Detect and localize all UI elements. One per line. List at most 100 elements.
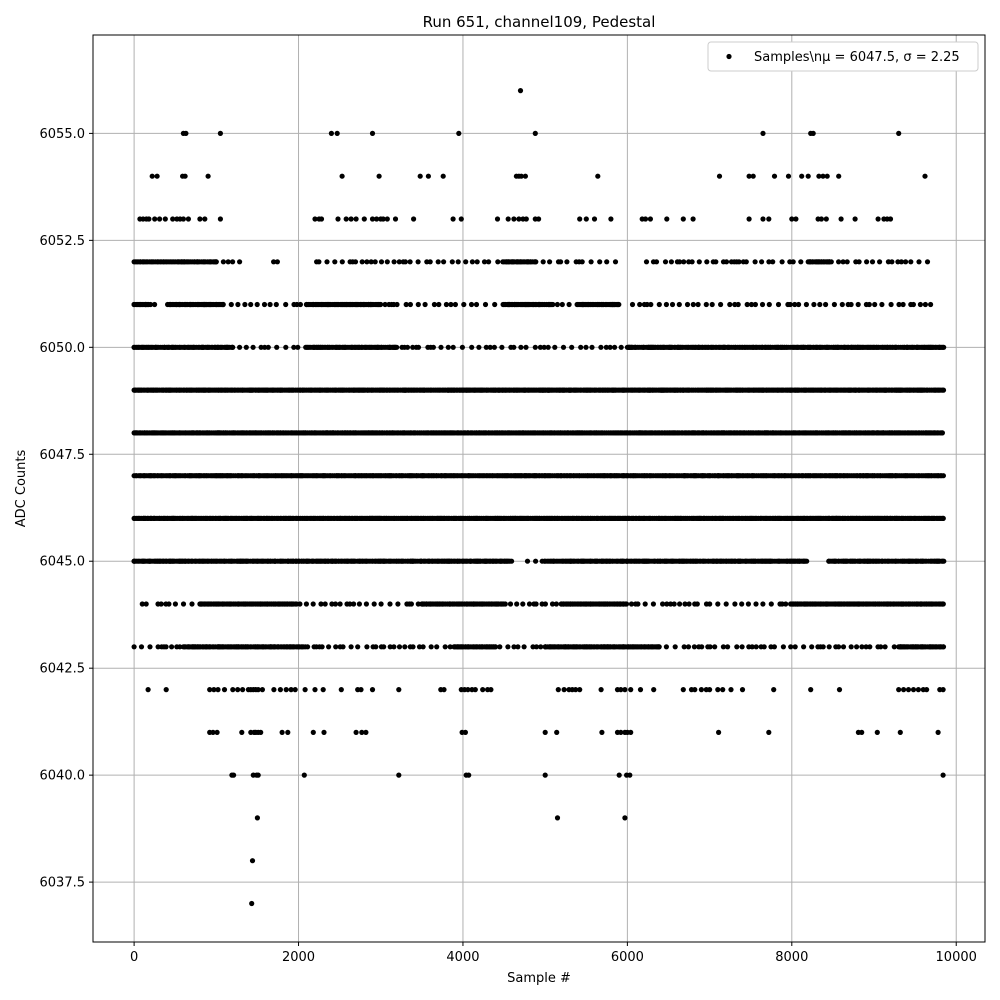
data-point [461, 301, 467, 308]
data-point [514, 601, 520, 607]
data-point [541, 558, 548, 564]
data-point [419, 601, 425, 607]
data-point [481, 259, 488, 265]
data-point [671, 601, 677, 607]
data-point [407, 259, 413, 265]
data-point [696, 259, 702, 265]
data-point [597, 601, 603, 607]
data-point [633, 558, 639, 564]
data-point [318, 216, 325, 222]
data-point [830, 344, 837, 350]
data-point [356, 601, 362, 607]
data-point [220, 301, 226, 308]
data-point [743, 558, 749, 564]
data-point [510, 259, 516, 265]
data-point [748, 301, 755, 308]
data-point [139, 601, 145, 607]
data-point [283, 344, 289, 350]
data-point [455, 259, 461, 265]
data-point [500, 259, 506, 265]
data-point [342, 344, 348, 350]
data-point [889, 259, 895, 265]
data-point [766, 216, 772, 222]
data-point [826, 558, 832, 564]
data-point [798, 259, 804, 265]
data-point [464, 601, 470, 607]
data-point [776, 558, 782, 564]
data-point [348, 216, 354, 222]
data-point [403, 301, 409, 308]
data-point [823, 301, 829, 308]
data-point [785, 173, 792, 179]
data-point [930, 344, 936, 350]
data-point [514, 301, 520, 308]
data-point [640, 344, 646, 350]
data-point [752, 558, 759, 564]
data-point [445, 344, 451, 350]
data-point [277, 601, 283, 607]
data-point [468, 301, 475, 308]
data-point [629, 344, 635, 350]
data-point [608, 216, 614, 222]
data-point [180, 216, 186, 222]
data-point [482, 301, 489, 308]
data-point [387, 601, 393, 607]
data-point [138, 301, 144, 308]
data-point [170, 344, 176, 350]
data-point [131, 301, 137, 308]
data-point [394, 301, 400, 308]
data-point [369, 216, 376, 222]
data-point [612, 259, 619, 265]
data-point [598, 558, 605, 564]
data-point [545, 344, 551, 350]
data-point [746, 173, 752, 179]
data-point [336, 344, 342, 350]
data-point [717, 558, 723, 564]
data-point [369, 130, 376, 136]
data-point [650, 601, 657, 607]
data-point [787, 301, 793, 308]
data-point [368, 259, 374, 265]
data-point [936, 344, 942, 350]
data-point [607, 344, 613, 350]
data-point [318, 601, 324, 607]
data-point [177, 344, 183, 350]
data-point [904, 344, 910, 350]
data-point [663, 301, 670, 308]
data-point [924, 601, 930, 607]
data-point [213, 558, 219, 564]
data-point [374, 216, 380, 222]
data-point [705, 344, 711, 350]
data-point [425, 173, 431, 179]
data-point [483, 344, 489, 350]
data-point [836, 259, 842, 265]
data-point [736, 259, 742, 265]
data-point [284, 601, 290, 607]
data-point [361, 301, 367, 308]
data-point [592, 558, 598, 564]
data-point [704, 259, 710, 265]
data-point [725, 344, 731, 350]
data-point [840, 259, 846, 265]
data-point [869, 259, 876, 265]
data-point [487, 344, 493, 350]
data-point [261, 301, 268, 308]
data-point [642, 216, 649, 222]
data-point [494, 601, 500, 607]
data-point [552, 344, 558, 350]
data-point [180, 601, 187, 607]
data-point [250, 344, 256, 350]
data-point [310, 301, 316, 308]
data-point [908, 259, 914, 265]
data-point [707, 601, 713, 607]
data-point [841, 558, 847, 564]
data-point [541, 344, 547, 350]
data-point [404, 344, 411, 350]
data-point [588, 601, 594, 607]
data-point [542, 601, 549, 607]
data-point [479, 601, 485, 607]
data-point [928, 558, 934, 564]
data-point [237, 558, 243, 564]
data-point [852, 216, 858, 222]
data-point [577, 601, 584, 607]
